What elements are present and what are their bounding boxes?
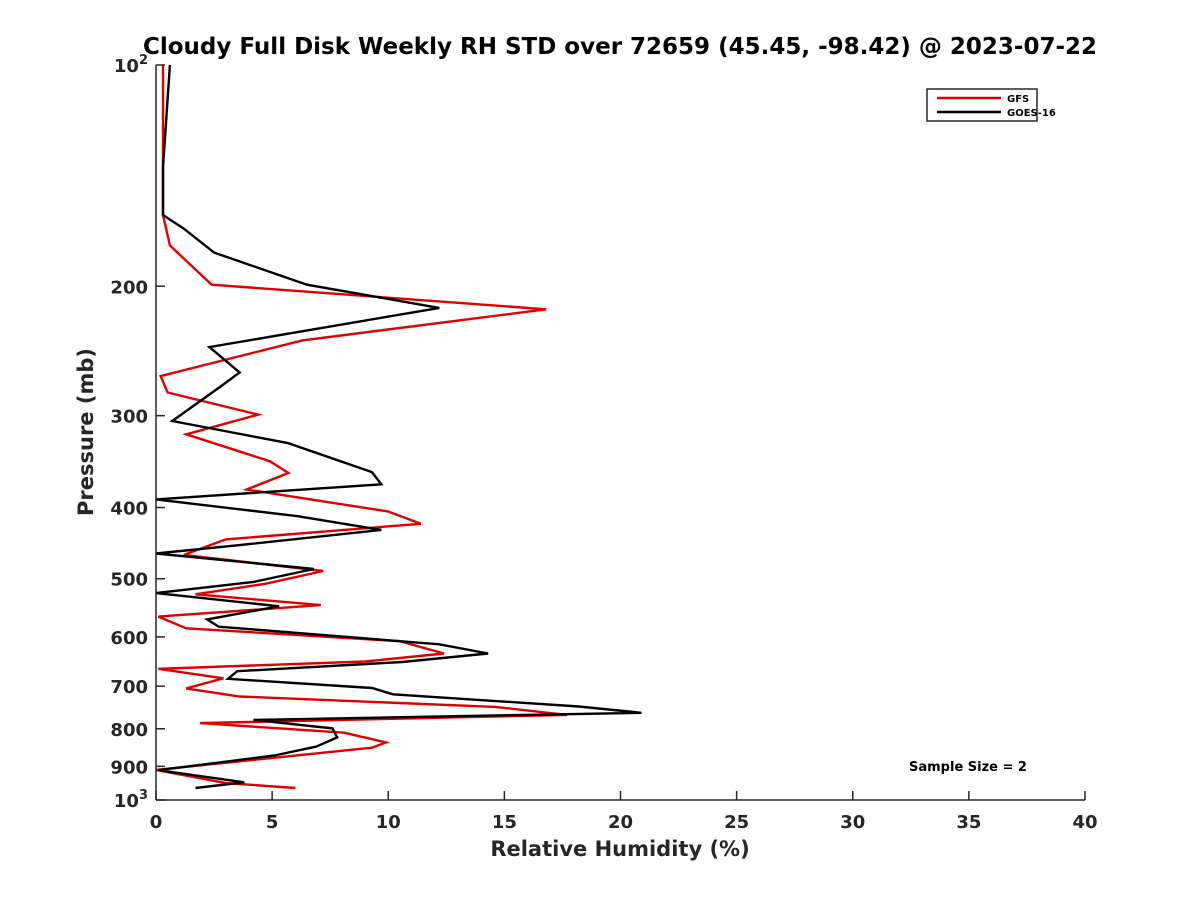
y-tick-label: 600 [110,628,148,649]
legend-box [926,88,1038,122]
y-tick-label: 800 [110,720,148,741]
x-tick-label: 20 [608,812,633,833]
legend-label: GOES-16 [1007,108,1056,119]
legend-label: GFS [1007,94,1029,105]
chart-title: Cloudy Full Disk Weekly RH STD over 7265… [143,34,1097,60]
series-line-gfs [155,65,568,790]
x-tick-label: 5 [266,812,279,833]
legend: GFS GOES-16 [926,88,1056,122]
y-tick-label: 700 [110,677,148,698]
x-tick-label: 10 [376,812,401,833]
y-tick-label: 900 [110,757,148,778]
series-line-goes-16 [155,64,642,790]
y-tick-label: 200 [110,277,148,298]
axes: 0 5 10 15 20 25 30 35 40 102 200 300 400 500 600 700 800… [110,53,1097,833]
x-tick-label: 25 [724,812,749,833]
y-tick-label: 103 [114,788,148,812]
y-tick-label: 500 [110,570,148,591]
y-tick-label: 102 [114,53,148,77]
y-axis-label: Pressure (mb) [74,348,98,516]
x-tick-label: 40 [1072,812,1097,833]
plot-series [155,64,642,790]
y-tick-label: 400 [110,499,148,520]
y-tick-label: 300 [110,407,148,428]
x-tick-label: 30 [840,812,865,833]
sample-size-annotation: Sample Size = 2 [909,760,1027,775]
x-tick-label: 0 [150,812,163,833]
x-tick-label: 15 [492,812,517,833]
x-axis-label: Relative Humidity (%) [490,837,749,861]
x-tick-label: 35 [956,812,981,833]
